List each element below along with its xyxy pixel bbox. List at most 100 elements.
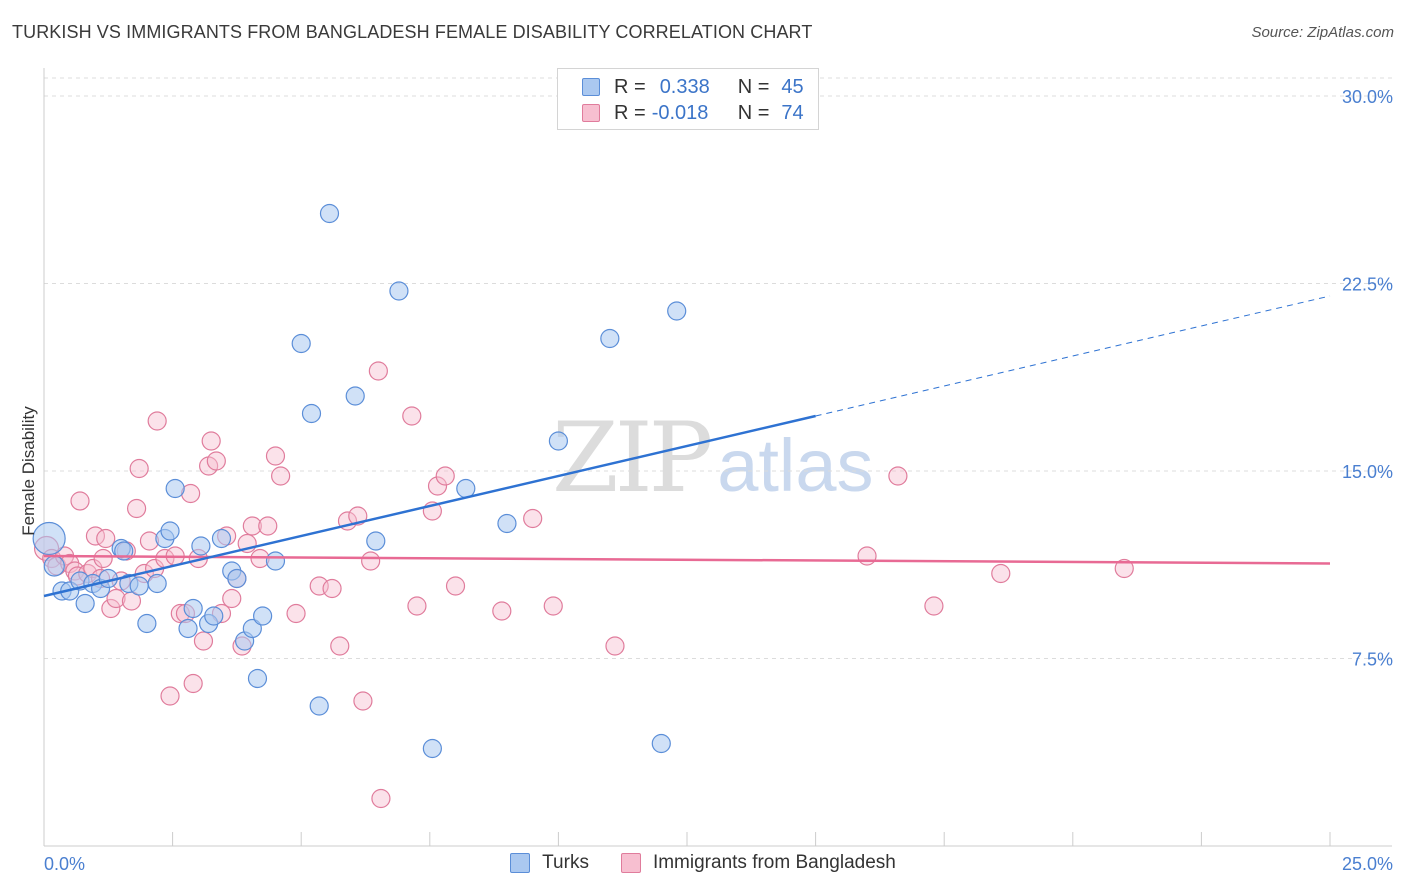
bangladesh-point xyxy=(924,596,944,616)
bangladesh-point xyxy=(222,588,242,609)
turks-point xyxy=(129,576,149,596)
bangladesh-point xyxy=(106,588,126,609)
turks-point xyxy=(667,301,687,321)
bangladesh-point xyxy=(265,446,286,466)
turks-point xyxy=(291,333,311,354)
bangladesh-point xyxy=(543,596,563,616)
y-tick-label: 30.0% xyxy=(1342,87,1393,107)
bangladesh-point xyxy=(368,361,388,381)
turks-point xyxy=(165,478,185,499)
turks-point xyxy=(137,613,157,634)
bangladesh-point xyxy=(126,498,147,519)
axis-layer xyxy=(43,68,1392,847)
x-tick-label-end: 25.0% xyxy=(1342,854,1393,874)
turks-point xyxy=(211,528,232,549)
legend-r-label: R = xyxy=(614,101,646,124)
turks-point xyxy=(497,513,517,534)
turks-point xyxy=(227,568,247,589)
turks-point xyxy=(242,618,262,639)
series-legend-turks[interactable]: Turks xyxy=(510,852,589,874)
bangladesh-point xyxy=(857,546,877,566)
bangladesh-point xyxy=(206,451,226,471)
turks-point xyxy=(253,606,273,626)
bangladesh-point xyxy=(286,603,306,624)
bangladesh-point xyxy=(258,516,278,536)
chart-title: TURKISH VS IMMIGRANTS FROM BANGLADESH FE… xyxy=(12,22,813,42)
legend-swatch-turks xyxy=(582,78,600,96)
bangladesh-point xyxy=(160,686,180,706)
series-legend-bangladesh[interactable]: Immigrants from Bangladesh xyxy=(620,852,896,874)
turks-point xyxy=(147,573,167,594)
bangladesh-point xyxy=(435,466,455,486)
bangladesh-trend-line xyxy=(43,554,1331,565)
bangladesh-point xyxy=(101,598,121,619)
y-tick-label: 7.5% xyxy=(1352,650,1393,670)
legend-r-value: -0.018 xyxy=(651,101,709,124)
bangladesh-point xyxy=(991,563,1011,584)
bangladesh-point xyxy=(129,458,149,479)
turks-point xyxy=(178,618,198,639)
x-tick-label-start: 0.0% xyxy=(44,854,85,874)
turks-point xyxy=(345,386,365,406)
turks-points xyxy=(32,203,687,759)
turks-swatch xyxy=(510,853,531,873)
source-credit: Source: ZipAtlas.com xyxy=(1251,24,1394,41)
turks-point xyxy=(651,733,671,754)
bangladesh-point xyxy=(193,631,214,651)
legend-n-value: 45 xyxy=(781,75,804,98)
turks-point xyxy=(32,521,66,556)
turks-point xyxy=(183,598,203,619)
turks-point xyxy=(456,478,476,499)
turks-point xyxy=(422,738,442,759)
watermark-atlas: atlas xyxy=(717,424,874,507)
bangladesh-point xyxy=(330,636,350,656)
bangladesh-point xyxy=(523,508,543,529)
watermark: ZIPatlas xyxy=(552,402,874,514)
bangladesh-point xyxy=(371,788,391,809)
bangladesh-point xyxy=(271,466,291,486)
bangladesh-legend-label: Immigrants from Bangladesh xyxy=(652,852,896,873)
legend-row-turks: R = 0.338 N = 45 xyxy=(582,75,804,99)
correlation-legend: R = 0.338 N = 45 R = -0.018 N = 74 xyxy=(557,68,819,130)
turks-point xyxy=(75,593,95,614)
turks-point xyxy=(160,521,180,541)
turks-point xyxy=(265,551,286,571)
turks-trend-line xyxy=(43,414,816,598)
y-axis-label: Female Disability xyxy=(19,406,38,536)
turks-point xyxy=(43,555,65,577)
turks-point xyxy=(191,536,211,556)
turks-point xyxy=(247,668,268,689)
legend-row-bangladesh: R = -0.018 N = 74 xyxy=(582,101,804,125)
turks-point xyxy=(309,696,329,716)
turks-legend-label: Turks xyxy=(542,852,589,873)
turks-point xyxy=(204,606,224,626)
y-tick-label: 22.5% xyxy=(1342,275,1393,295)
turks-point xyxy=(389,281,409,301)
bangladesh-point xyxy=(888,466,908,486)
legend-r-label: R = xyxy=(614,75,646,98)
turks-point xyxy=(319,203,340,224)
legend-r-value: 0.338 xyxy=(659,75,710,98)
turks-point xyxy=(600,328,620,349)
bangladesh-point xyxy=(96,528,116,549)
bangladesh-point xyxy=(70,491,90,511)
turks-point xyxy=(301,403,322,424)
bangladesh-point xyxy=(605,636,625,656)
legend-n-label: N = xyxy=(737,101,770,124)
bangladesh-point xyxy=(361,551,381,571)
turks-trend-extension xyxy=(815,295,1331,417)
bangladesh-swatch xyxy=(620,853,641,873)
legend-n-label: N = xyxy=(737,75,770,98)
bangladesh-point xyxy=(407,596,427,616)
bangladesh-point xyxy=(322,578,342,599)
bangladesh-point xyxy=(147,411,167,431)
legend-swatch-bangladesh xyxy=(582,104,600,122)
bangladesh-point xyxy=(402,406,422,426)
bangladesh-point xyxy=(93,548,113,569)
bangladesh-point xyxy=(183,673,203,694)
label-layer: 7.5% 15.0% 22.5% 30.0% 0.0% 25.0% Female Disab… xyxy=(19,87,1393,874)
bangladesh-point xyxy=(492,601,512,621)
series-legend: Turks Immigrants from Bangladesh xyxy=(0,852,1406,874)
turks-point xyxy=(366,531,386,551)
